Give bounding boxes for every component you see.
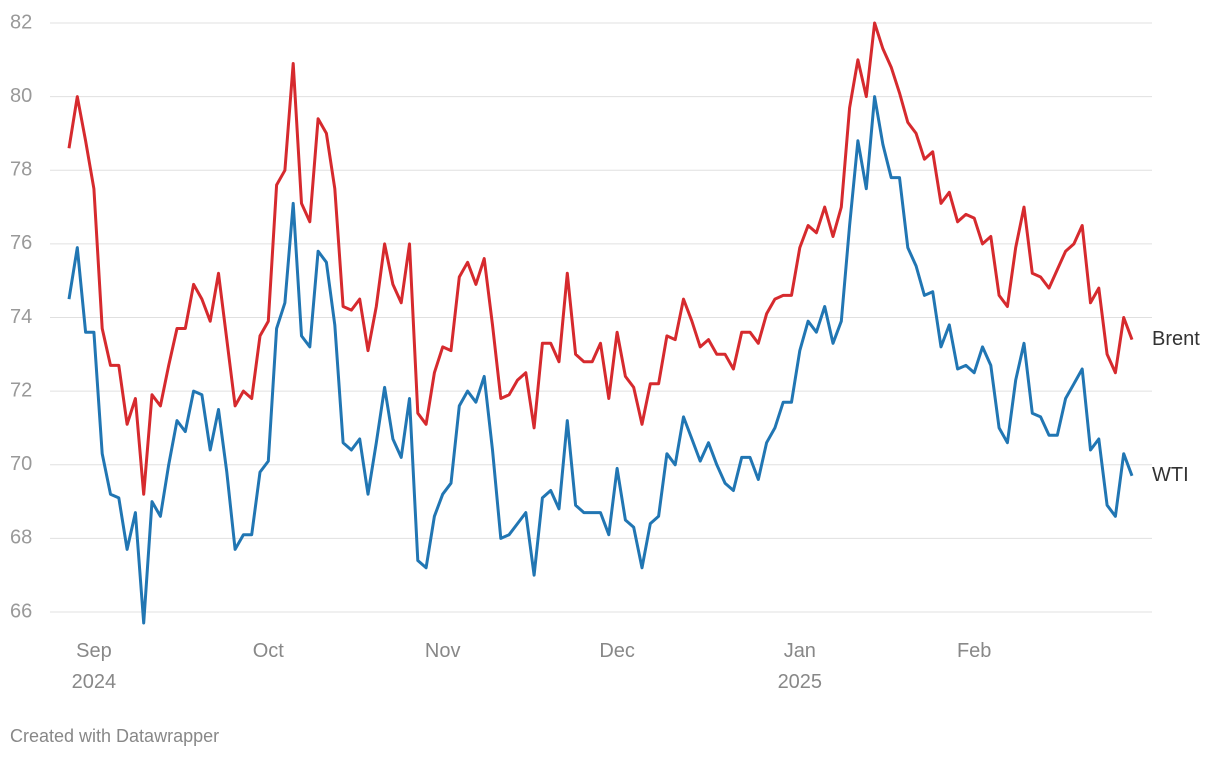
credit: Created with Datawrapper [10, 726, 220, 746]
series-line [67, 95, 1134, 625]
x-tick-label: Dec [599, 640, 635, 662]
y-tick-label: 68 [10, 527, 32, 549]
series-line [67, 21, 1134, 496]
y-tick-label: 72 [10, 379, 32, 401]
x-tick-label: Oct [252, 640, 284, 662]
x-tick-label: Feb [956, 640, 992, 662]
x-tick-label: Nov [424, 640, 461, 662]
x-tick-label: Sep 2024 [71, 640, 117, 693]
y-tick-label: 78 [10, 159, 32, 181]
x-tick-label: Jan 2025 [777, 640, 823, 693]
y-tick-label: 80 [10, 85, 32, 107]
series-label: Brent [1152, 328, 1200, 350]
series-label: WTI [1152, 464, 1189, 486]
y-tick-label: 70 [10, 453, 32, 475]
y-tick-label: 82 [10, 11, 32, 33]
y-tick-label: 76 [10, 232, 32, 254]
y-tick-label: 74 [10, 306, 32, 328]
y-tick-label: 66 [10, 600, 32, 622]
